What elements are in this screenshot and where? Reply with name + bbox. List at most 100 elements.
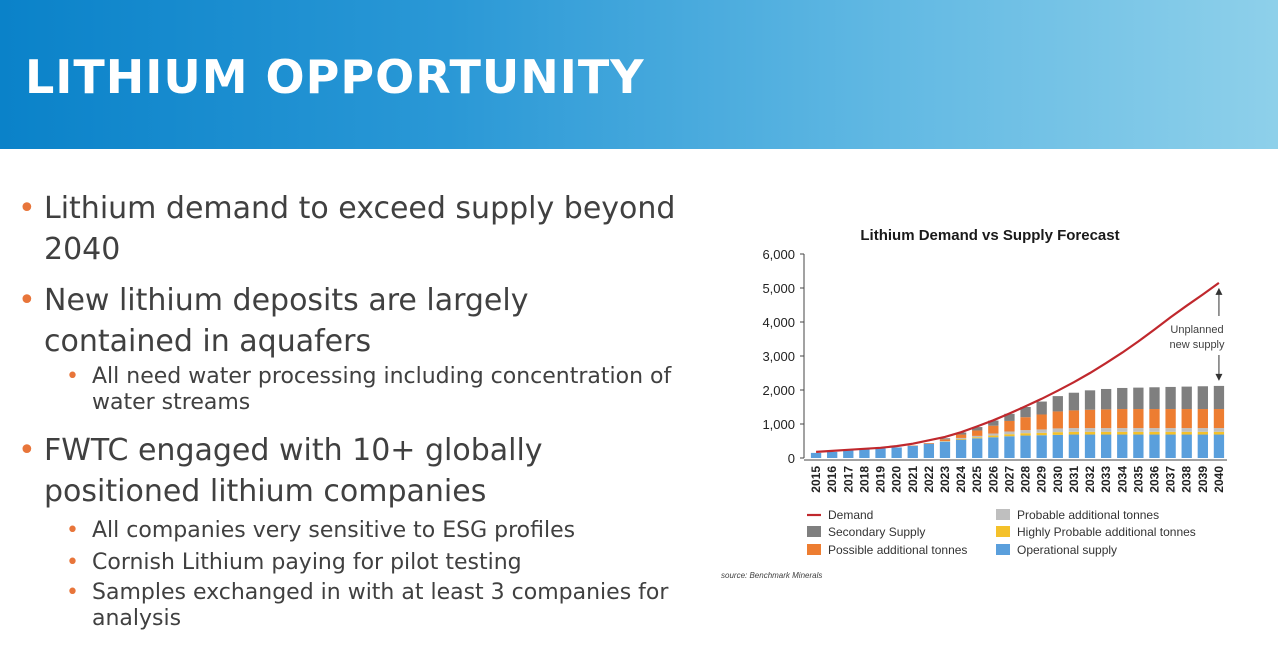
- bar-secondary: [972, 427, 983, 431]
- bar-probable: [1165, 428, 1176, 432]
- bar-operational: [1084, 434, 1096, 458]
- bar-operational: [939, 441, 951, 458]
- bar-probable: [1117, 428, 1128, 432]
- bar-possible: [1036, 414, 1047, 430]
- bar-highly_probable: [1117, 431, 1128, 435]
- bar-probable: [1052, 428, 1063, 433]
- x-tick-label: 2036: [1147, 466, 1161, 493]
- bullet-list: • Lithium demand to exceed supply beyond…: [18, 188, 678, 632]
- unplanned-supply-annotation: Unplanned new supply: [1169, 287, 1225, 381]
- x-tick-label: 2032: [1083, 466, 1097, 493]
- x-tick-label: 2020: [890, 466, 904, 493]
- bar-possible: [1100, 409, 1112, 429]
- bar-operational: [1165, 434, 1176, 458]
- bar-possible: [1117, 409, 1128, 429]
- bar-highly_probable: [1036, 432, 1047, 436]
- x-tick-label: 2026: [986, 466, 1000, 493]
- bar-operational: [923, 443, 935, 458]
- bullet-text: New lithium deposits are largely contain…: [44, 283, 529, 359]
- x-tick-label: 2024: [954, 466, 968, 493]
- bar-secondary: [939, 438, 951, 440]
- bar-secondary: [1133, 387, 1144, 410]
- x-tick-label: 2039: [1196, 466, 1210, 493]
- x-tick-label: 2021: [906, 466, 920, 493]
- sub-bullet-text: Samples exchanged in with at least 3 com…: [92, 580, 669, 631]
- legend-swatch-operational: [996, 544, 1010, 555]
- x-tick-label: 2038: [1180, 466, 1194, 493]
- bar-probable: [1149, 428, 1160, 432]
- bar-possible: [1149, 409, 1160, 429]
- bar-probable: [1181, 428, 1192, 432]
- sub-bullet-item: • Cornish Lithium paying for pilot testi…: [18, 548, 678, 578]
- bar-highly_probable: [955, 438, 967, 440]
- y-tick-label: 0: [788, 451, 795, 466]
- bar-probable: [1213, 428, 1225, 432]
- bar-operational: [972, 438, 983, 458]
- bar-probable: [972, 435, 983, 438]
- bar-operational: [1004, 436, 1015, 458]
- bar-probable: [1068, 428, 1080, 432]
- x-tick-label: 2022: [922, 466, 936, 493]
- arrow-head-icon: [1215, 373, 1223, 381]
- bar-operational: [1052, 434, 1063, 458]
- bullet-text: Lithium demand to exceed supply beyond 2…: [44, 191, 676, 267]
- bar-secondary: [1036, 401, 1047, 415]
- chart-source: source: Benchmark Minerals: [721, 571, 822, 580]
- bar-probable: [1084, 428, 1096, 432]
- bar-highly_probable: [1133, 431, 1144, 435]
- bullet-item: • New lithium deposits are largely conta…: [18, 280, 678, 362]
- bar-highly_probable: [1149, 431, 1160, 435]
- demand-line: [816, 282, 1220, 453]
- legend-swatch-probable: [996, 509, 1010, 520]
- bar-operational: [810, 452, 822, 458]
- bar-operational: [988, 437, 999, 458]
- bar-probable: [1036, 429, 1047, 433]
- bar-operational: [1068, 434, 1080, 458]
- bar-operational: [875, 448, 886, 458]
- bar-secondary: [1149, 387, 1160, 410]
- y-tick-label: 2,000: [762, 383, 795, 398]
- bar-possible: [1004, 420, 1015, 432]
- bar-probable: [988, 433, 999, 436]
- bar-highly_probable: [1084, 431, 1096, 435]
- sub-bullet-item: • Samples exchanged in with at least 3 c…: [18, 580, 678, 632]
- bar-possible: [1213, 409, 1225, 429]
- bar-operational: [1149, 434, 1160, 458]
- bar-secondary: [1084, 390, 1096, 410]
- x-tick-label: 2027: [1002, 466, 1016, 493]
- legend-label: Demand: [828, 508, 873, 522]
- bar-secondary: [1181, 386, 1192, 410]
- y-tick-label: 4,000: [762, 315, 795, 330]
- x-tick-label: 2040: [1212, 466, 1226, 493]
- bar-highly_probable: [1052, 432, 1063, 435]
- bar-possible: [1052, 411, 1063, 429]
- bar-secondary: [1052, 396, 1063, 412]
- x-tick-label: 2028: [1019, 466, 1033, 493]
- bar-possible: [939, 439, 951, 441]
- bar-probable: [1004, 431, 1015, 435]
- y-tick-label: 1,000: [762, 417, 795, 432]
- y-tick-label: 6,000: [762, 247, 795, 262]
- bar-operational: [891, 447, 902, 458]
- bar-highly_probable: [1181, 431, 1192, 435]
- bar-highly_probable: [1213, 431, 1225, 435]
- x-tick-label: 2017: [841, 466, 855, 493]
- bar-possible: [972, 430, 983, 436]
- bullet-dot-icon: •: [66, 518, 79, 543]
- bar-operational: [1197, 434, 1208, 458]
- bar-highly_probable: [1197, 431, 1208, 435]
- bar-operational: [827, 451, 838, 458]
- y-axis: 0 1,000 2,000 3,000 4,000 5,000 6,000: [762, 247, 805, 466]
- bar-probable: [1133, 428, 1144, 432]
- bar-group: [810, 385, 1225, 458]
- bar-highly_probable: [1004, 434, 1015, 437]
- bullet-item: • Lithium demand to exceed supply beyond…: [18, 188, 678, 270]
- bullet-text: FWTC engaged with 10+ globally positione…: [44, 433, 543, 509]
- sub-bullet-text: Cornish Lithium paying for pilot testing: [92, 550, 522, 575]
- chart-container: Lithium Demand vs Supply Forecast 0 1,000…: [715, 212, 1235, 582]
- bar-operational: [1117, 434, 1128, 458]
- legend-label: Secondary Supply: [828, 525, 925, 539]
- bar-secondary: [955, 432, 967, 435]
- bar-probable: [1100, 428, 1112, 432]
- slide-title: LITHIUM OPPORTUNITY: [25, 50, 645, 104]
